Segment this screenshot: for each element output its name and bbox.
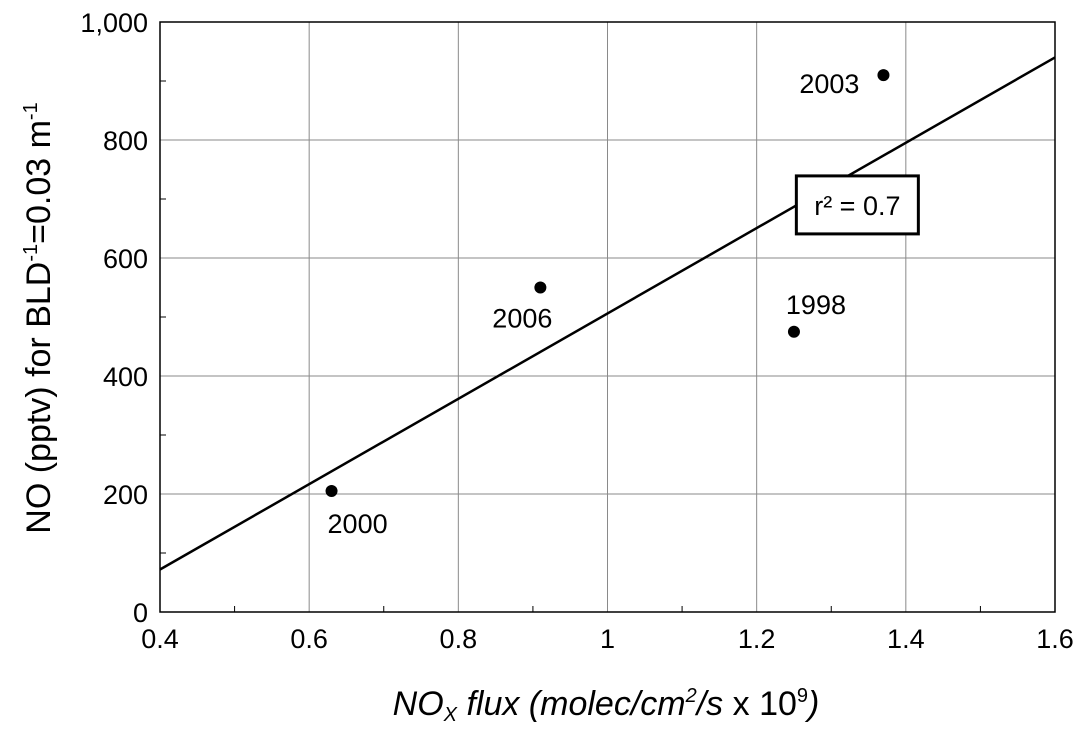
data-point [787,325,800,338]
x-tick-label: 0.4 [141,624,179,654]
x-tick-labels: 0.4 0.6 0.8 1 1.2 1.4 1.6 [141,624,1074,654]
fit-line-group [159,56,1056,571]
data-point [325,485,338,498]
x-tick-label: 1 [600,624,615,654]
data-point [534,281,547,294]
data-point-label: 1998 [786,290,846,320]
x-tick-label: 1.4 [887,624,925,654]
data-point-label: 2003 [799,69,859,99]
regression-line [159,56,1056,571]
y-axis-title: NO (pptv) for BLD-1=0.03 m-1 [20,102,58,533]
x-tick-label: 0.8 [440,624,478,654]
x-tick-label: 1.6 [1036,624,1074,654]
plot-frame [159,21,1056,613]
y-tick-label: 600 [103,244,148,274]
data-point [877,69,890,82]
r-squared-box [794,174,920,236]
minor-ticks [160,80,981,612]
x-axis-title: NOX flux (molec/cm2/s x 109) [393,685,820,726]
y-tick-label: 0 [133,598,148,628]
data-point-label: 2006 [492,304,552,334]
y-tick-label: 200 [103,480,148,510]
y-tick-label: 800 [103,126,148,156]
r-squared-label: r² = 0.7 [814,191,900,221]
r-squared-annotation: r² = 0.7 [794,174,920,236]
y-tick-label: 400 [103,362,148,392]
data-points: 2000 2006 1998 2003 [325,69,890,539]
y-tick-labels: 0 200 400 600 800 1,000 [80,8,148,628]
grid [160,22,1055,612]
x-tick-label: 1.2 [738,624,776,654]
y-tick-label: 1,000 [80,8,148,38]
data-point-label: 2000 [328,509,388,539]
x-tick-label: 0.6 [290,624,328,654]
